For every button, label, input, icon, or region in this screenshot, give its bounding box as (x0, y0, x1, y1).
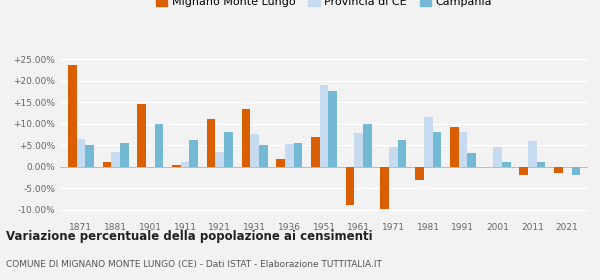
Text: Variazione percentuale della popolazione ai censimenti: Variazione percentuale della popolazione… (6, 230, 373, 242)
Bar (328, 91, 337, 167)
Text: COMUNE DI MIGNANO MONTE LUNGO (CE) - Dati ISTAT - Elaborazione TUTTITALIA.IT: COMUNE DI MIGNANO MONTE LUNGO (CE) - Dat… (6, 260, 382, 269)
Bar (120, 143, 128, 167)
Bar (458, 132, 467, 167)
Bar (111, 152, 120, 167)
Bar (293, 143, 302, 167)
Bar (103, 162, 111, 167)
Bar (85, 145, 94, 167)
Bar (502, 162, 511, 167)
Bar (190, 139, 198, 167)
Bar (241, 109, 250, 167)
Bar (276, 159, 285, 167)
Bar (528, 141, 537, 167)
Bar (520, 167, 528, 175)
Bar (181, 162, 190, 167)
Bar (355, 133, 363, 167)
Bar (433, 132, 441, 167)
Bar (250, 134, 259, 167)
Bar (554, 167, 563, 173)
Legend: Mignano Monte Lungo, Provincia di CE, Campania: Mignano Monte Lungo, Provincia di CE, Ca… (152, 0, 496, 11)
Bar (467, 153, 476, 167)
Bar (398, 140, 407, 167)
Bar (320, 85, 328, 167)
Bar (77, 139, 85, 167)
Bar (68, 66, 77, 167)
Bar (259, 145, 268, 167)
Bar (311, 137, 320, 167)
Bar (571, 167, 580, 175)
Bar (493, 147, 502, 167)
Bar (424, 117, 433, 167)
Bar (346, 167, 355, 206)
Bar (450, 127, 458, 167)
Bar (389, 147, 398, 167)
Bar (207, 119, 215, 167)
Bar (155, 125, 163, 167)
Bar (363, 125, 372, 167)
Bar (137, 104, 146, 167)
Bar (215, 152, 224, 167)
Bar (415, 167, 424, 180)
Bar (380, 167, 389, 209)
Bar (537, 162, 545, 167)
Bar (285, 144, 293, 167)
Bar (172, 165, 181, 167)
Bar (224, 132, 233, 167)
